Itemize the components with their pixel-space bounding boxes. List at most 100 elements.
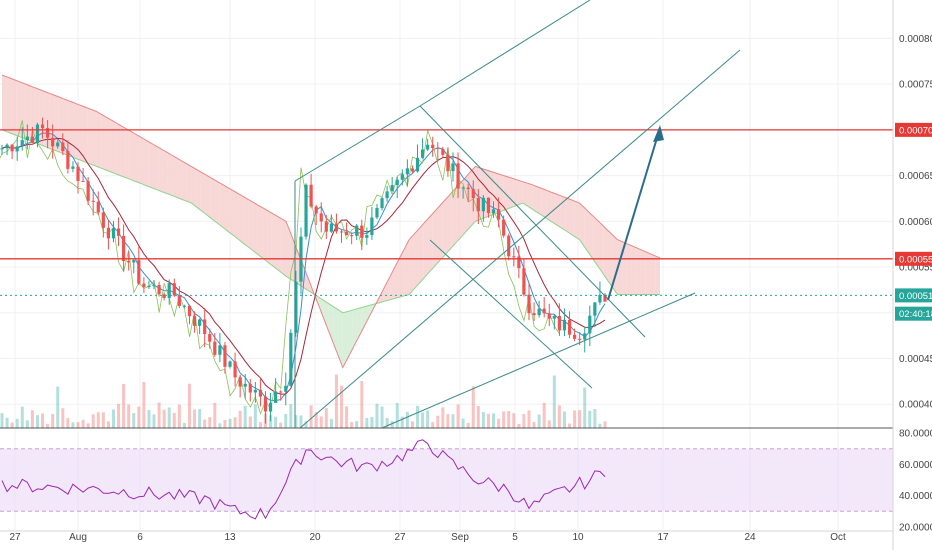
- volume-bar: [431, 422, 435, 428]
- candle-body: [517, 256, 521, 269]
- x-tick-label: Sep: [451, 532, 469, 543]
- volume-bar: [228, 418, 232, 428]
- cloud-segment: [205, 174, 211, 218]
- candle-body: [314, 206, 318, 214]
- volume-bar: [334, 374, 338, 428]
- cloud-segment: [541, 188, 547, 219]
- volume-bar: [593, 409, 597, 428]
- cloud-segment: [281, 218, 287, 277]
- volume-bar: [5, 417, 9, 428]
- candle-body: [426, 144, 430, 150]
- cloud-segment: [125, 128, 130, 180]
- cloud-segment: [153, 144, 159, 191]
- volume-bar: [157, 402, 161, 428]
- cloud-segment: [20, 82, 26, 140]
- cloud-segment: [574, 201, 580, 240]
- cloud-segment: [210, 177, 216, 222]
- candle-body: [390, 185, 394, 192]
- x-tick-label: 27: [9, 532, 21, 543]
- cloud-segment: [148, 141, 154, 189]
- candle-body: [86, 181, 90, 201]
- x-tick-label: 27: [394, 532, 406, 543]
- cloud-segment: [480, 167, 485, 220]
- volume-bar: [142, 382, 146, 428]
- volume-bar: [405, 411, 409, 428]
- candle-body: [71, 166, 75, 169]
- volume-bar: [203, 419, 207, 428]
- cloud-segment: [532, 184, 537, 213]
- candle-body: [208, 334, 212, 342]
- cloud-segment: [144, 139, 149, 187]
- cloud-segment: [96, 111, 102, 169]
- volume-bar: [532, 422, 536, 428]
- candle-body: [172, 283, 176, 296]
- cloud-segment: [527, 183, 533, 210]
- cloud-segment: [129, 130, 135, 182]
- cloud-segment: [650, 253, 656, 295]
- cloud-segment: [513, 178, 518, 207]
- candlesticks: [0, 117, 607, 424]
- volume-bar: [76, 422, 80, 428]
- cloud-segment: [399, 248, 405, 298]
- cloud-segment: [461, 176, 466, 237]
- volume-bar: [182, 422, 186, 428]
- candle-body: [223, 345, 227, 367]
- candle-body: [562, 319, 567, 331]
- x-tick-label: Oct: [830, 532, 846, 543]
- volume-bar: [117, 404, 121, 428]
- cloud-segment: [286, 221, 291, 280]
- ichimoku-cloud: [1, 74, 661, 369]
- candle-body: [111, 228, 116, 239]
- x-tick-label: 10: [572, 532, 584, 543]
- volume-bar: [350, 422, 354, 428]
- volume-bar: [147, 410, 151, 428]
- volume-bar: [552, 375, 556, 428]
- price-tag: [895, 306, 932, 321]
- y-tick-label: 0.000600: [899, 217, 932, 228]
- cloud-segment: [191, 166, 197, 207]
- volume-bar: [547, 420, 551, 428]
- candle-body: [552, 316, 556, 319]
- cloud-segment: [626, 243, 632, 295]
- candle-body: [547, 313, 551, 319]
- volume-bar: [375, 403, 379, 428]
- candle-body: [400, 174, 404, 180]
- candle-body: [218, 345, 222, 355]
- cloud-segment: [598, 221, 604, 274]
- volume-bar: [208, 417, 212, 428]
- candle-body: [415, 157, 420, 172]
- candle-body: [598, 294, 602, 303]
- cloud-segment: [645, 251, 651, 295]
- volume-bar: [81, 419, 85, 428]
- candle-body: [279, 391, 283, 393]
- candle-body: [152, 284, 156, 286]
- volume-bar: [562, 411, 566, 428]
- candle-body: [471, 189, 475, 199]
- cloud-segment: [361, 306, 367, 332]
- candle-body: [182, 305, 187, 307]
- x-tick-label: 24: [744, 532, 756, 543]
- volume-bar: [557, 405, 561, 428]
- y-tick-label: 0.000750: [899, 80, 932, 91]
- volume-bar: [598, 423, 602, 428]
- candle-body: [410, 168, 415, 172]
- candle-body: [15, 146, 19, 152]
- volume-bar: [451, 414, 455, 428]
- candle-body: [177, 295, 181, 306]
- candle-body: [268, 402, 273, 412]
- volume-bar: [253, 404, 257, 428]
- rsi-band: [0, 448, 893, 512]
- volume-bar: [269, 415, 273, 428]
- candle-body: [491, 209, 496, 214]
- candle-body: [274, 391, 278, 403]
- cloud-segment: [428, 213, 433, 274]
- volume-bar: [187, 383, 191, 428]
- candle-body: [441, 148, 445, 155]
- candle-body: [329, 223, 333, 232]
- candle-body: [30, 136, 35, 143]
- candle-body: [365, 235, 369, 238]
- cloud-segment: [366, 304, 372, 322]
- candle-body: [334, 223, 339, 232]
